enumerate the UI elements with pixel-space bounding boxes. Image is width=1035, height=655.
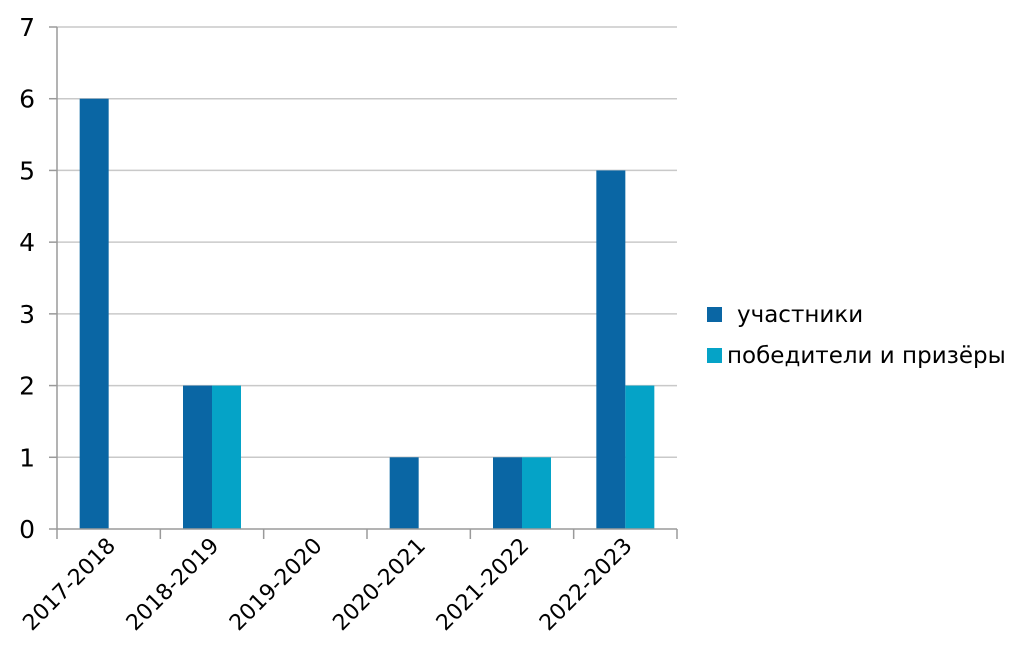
y-tick-labels: 0 1 2 3 4 5 6 7 (19, 13, 35, 544)
y-tick-label: 0 (19, 515, 35, 544)
x-tick-label: 2017-2018 (18, 534, 120, 636)
legend-label: победители и призёры (727, 343, 1006, 369)
legend-swatch (707, 307, 722, 322)
bar-participants-2021-2022 (493, 457, 522, 529)
bar-participants-2017-2018 (79, 98, 109, 529)
bar-participants-2022-2023 (596, 170, 626, 529)
bar-winners-2022-2023 (625, 385, 655, 529)
bar-participants-2018-2019 (183, 385, 212, 529)
legend: участники победители и призёры (707, 302, 1006, 369)
legend-swatch (707, 348, 722, 363)
x-tick-label: 2020-2021 (328, 534, 430, 636)
grid-lines (57, 26, 677, 459)
bars (79, 98, 655, 529)
y-tick-label: 5 (19, 156, 35, 185)
x-tick-label: 2019-2020 (225, 534, 327, 636)
y-tick-label: 3 (19, 300, 35, 329)
x-tick-label: 2018-2019 (122, 534, 224, 636)
y-tick-label: 1 (19, 443, 35, 472)
bar-winners-2021-2022 (522, 457, 551, 529)
x-tick-label: 2021-2022 (432, 534, 534, 636)
y-tick-label: 6 (19, 85, 35, 114)
bar-winners-2018-2019 (212, 385, 241, 529)
x-tick-labels: 2017-2018 2018-2019 2019-2020 2020-2021 2021… (18, 534, 637, 636)
x-tick-label: 2022-2023 (535, 534, 637, 636)
y-tick-label: 4 (19, 228, 35, 257)
bar-participants-2020-2021 (389, 457, 419, 529)
axes (49, 26, 678, 539)
y-tick-label: 7 (19, 13, 35, 42)
legend-label: участники (737, 302, 863, 328)
y-tick-label: 2 (19, 372, 35, 401)
